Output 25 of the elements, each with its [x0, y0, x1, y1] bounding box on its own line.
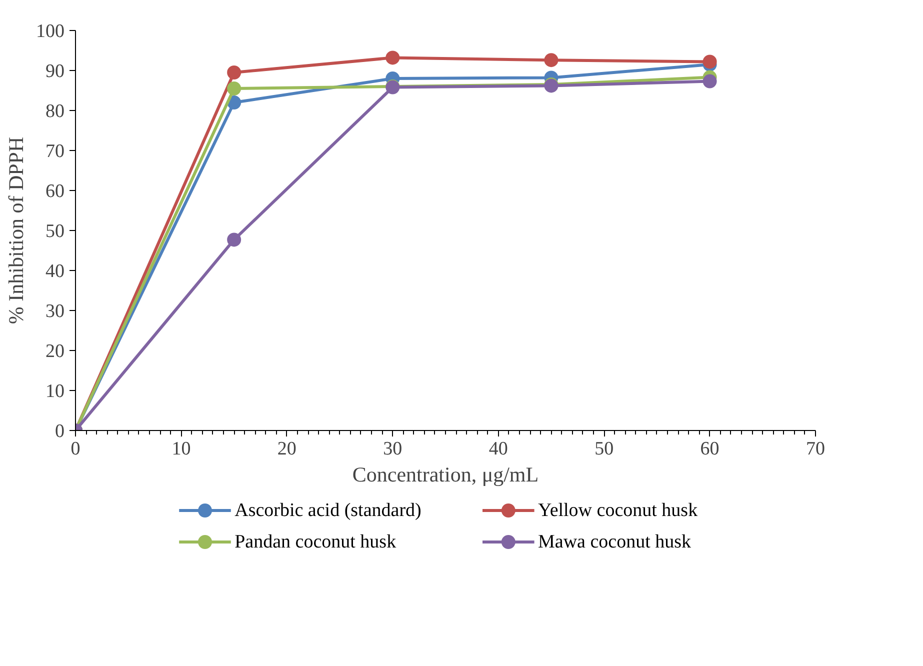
legend-label: Pandan coconut husk [234, 532, 397, 552]
y-tick-label: 60 [46, 181, 64, 202]
y-tick-label: 80 [46, 101, 64, 122]
y-tick-label: 50 [46, 221, 64, 242]
x-tick-label: 40 [488, 438, 508, 460]
legend-label: Mawa coconut husk [538, 532, 692, 552]
y-tick-label: 30 [46, 301, 64, 322]
x-tick-label: 30 [383, 438, 402, 460]
x-tick-label: 50 [594, 438, 614, 460]
y-tick-label: 0 [55, 421, 64, 442]
y-axis-title: % Inhibition of DPPH [4, 136, 28, 324]
x-tick-label: 60 [700, 438, 720, 460]
x-tick-label: 20 [277, 438, 296, 460]
y-tick-label: 40 [46, 261, 64, 282]
x-tick-label: 10 [172, 438, 191, 460]
y-tick-label: 10 [46, 381, 64, 402]
legend-label: Yellow coconut husk [538, 500, 698, 521]
x-axis-title: Concentration, μg/mL [352, 462, 539, 486]
legend-label: Ascorbic acid (standard) [234, 500, 422, 521]
x-tick-label: 0 [70, 438, 80, 460]
y-tick-label: 90 [46, 61, 64, 82]
y-tick-label: 70 [46, 141, 64, 162]
x-tick-label: 70 [806, 438, 825, 460]
y-tick-label: 20 [46, 341, 64, 362]
y-tick-label: 100 [36, 21, 64, 42]
